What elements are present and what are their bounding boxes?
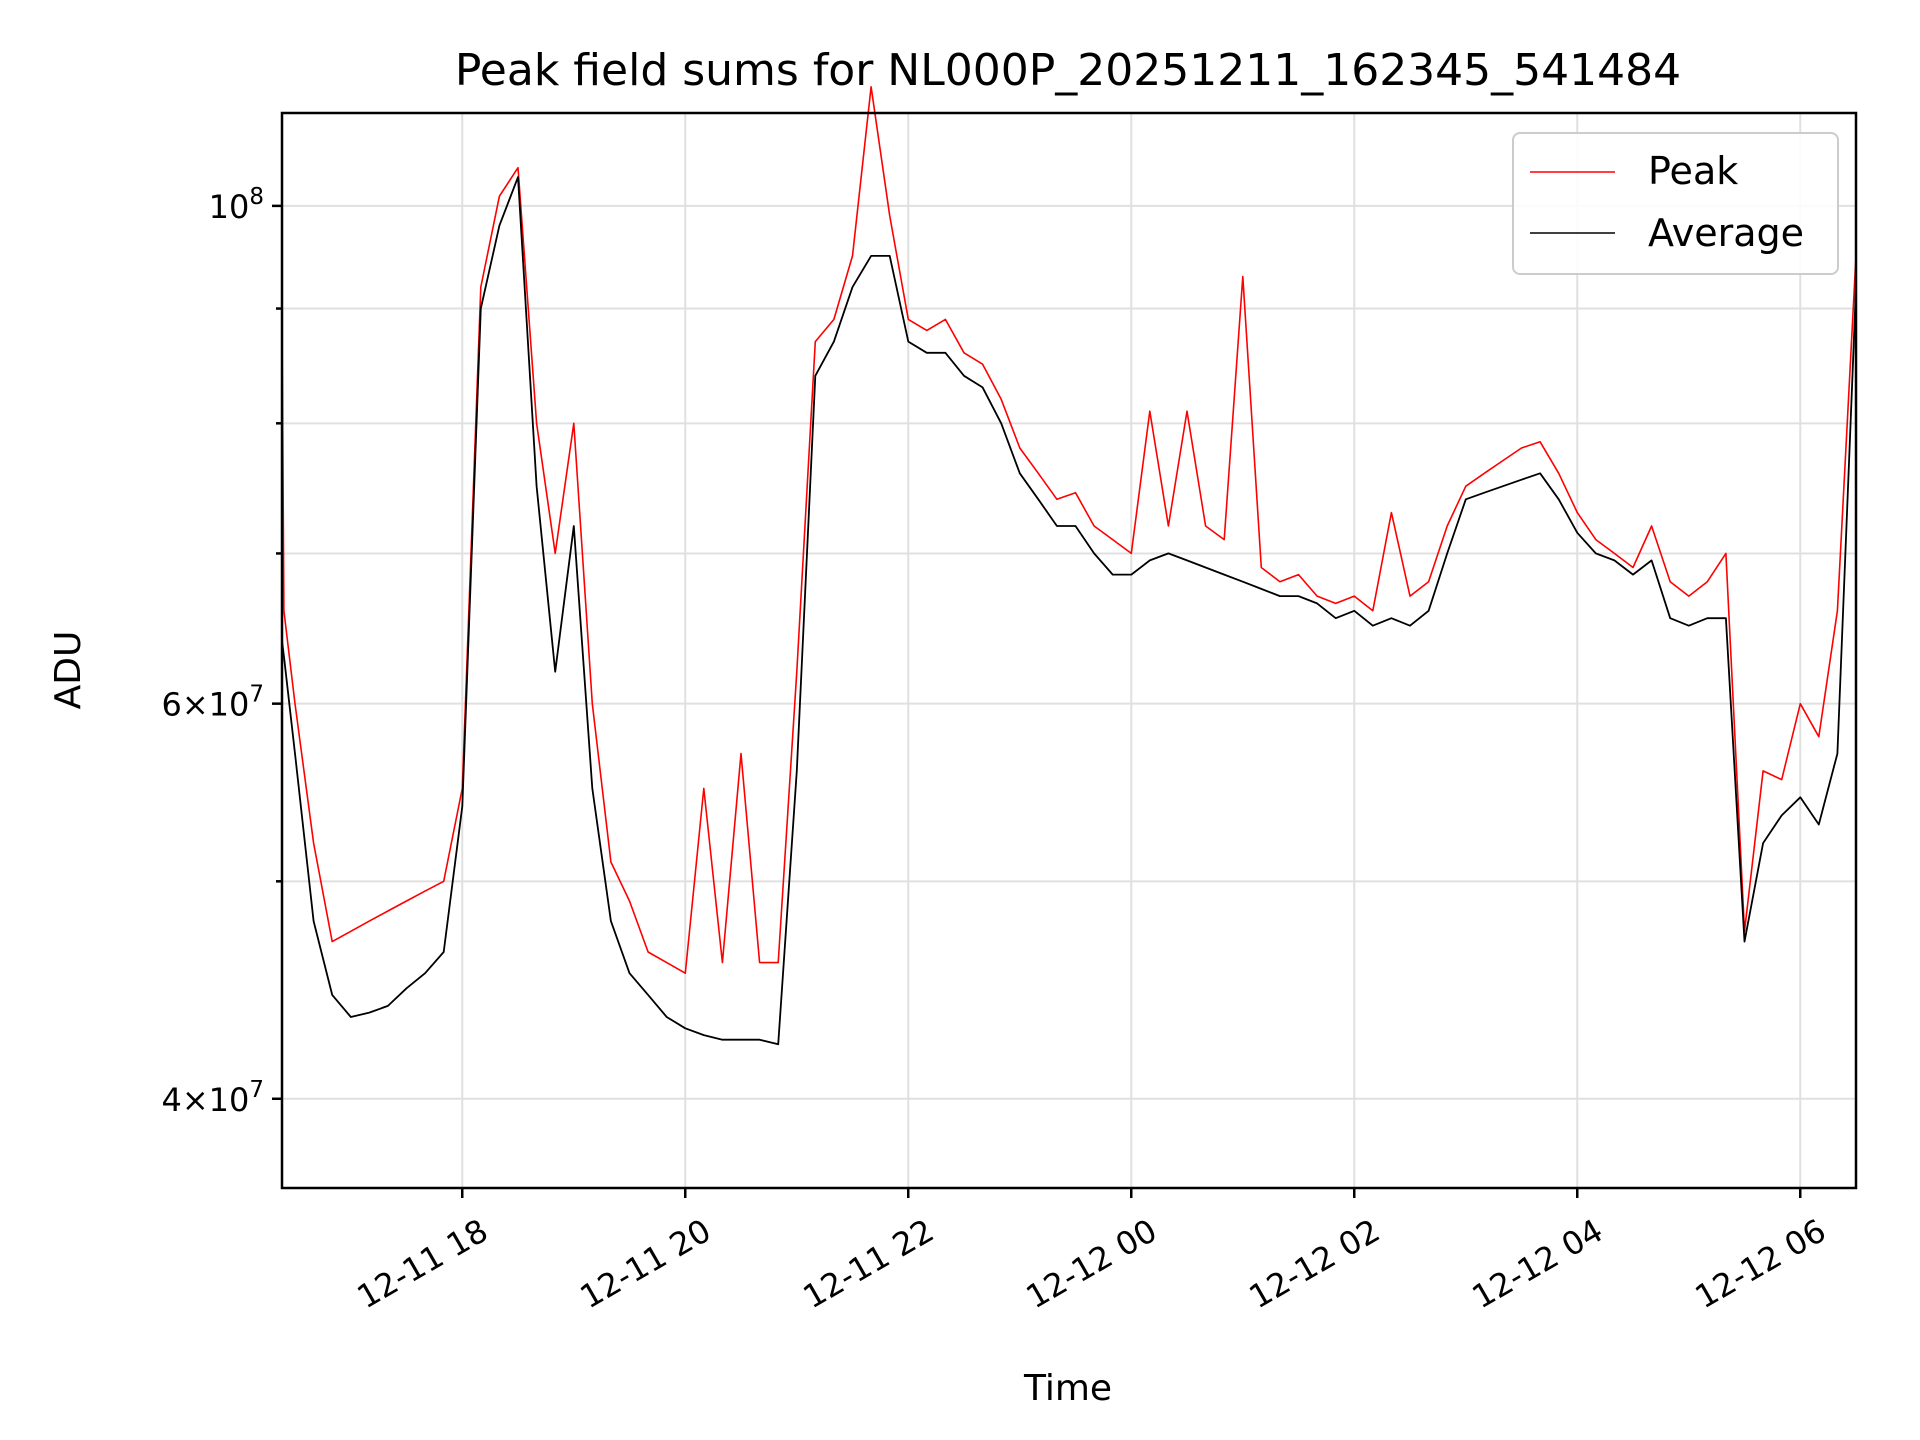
plot-series (281, 86, 1857, 1046)
legend-box (1512, 132, 1839, 275)
legend-label-peak: Peak (1648, 149, 1738, 193)
y-tick-label: 4×107 (161, 1077, 264, 1119)
x-axis-label: Time (1023, 1368, 1112, 1409)
y-axis-label: ADU (48, 631, 89, 710)
y-tick-label: 108 (209, 184, 264, 226)
plot-frame (280, 111, 1858, 1190)
legend-label-average: Average (1648, 211, 1804, 255)
series-line-peak (281, 86, 1857, 975)
chart-title: Peak field sums for NL000P_20251211_1623… (455, 45, 1681, 96)
y-tick-label: 6×107 (161, 682, 264, 724)
legend: Peak Average (1512, 132, 1839, 275)
series-line-average (281, 176, 1857, 1046)
